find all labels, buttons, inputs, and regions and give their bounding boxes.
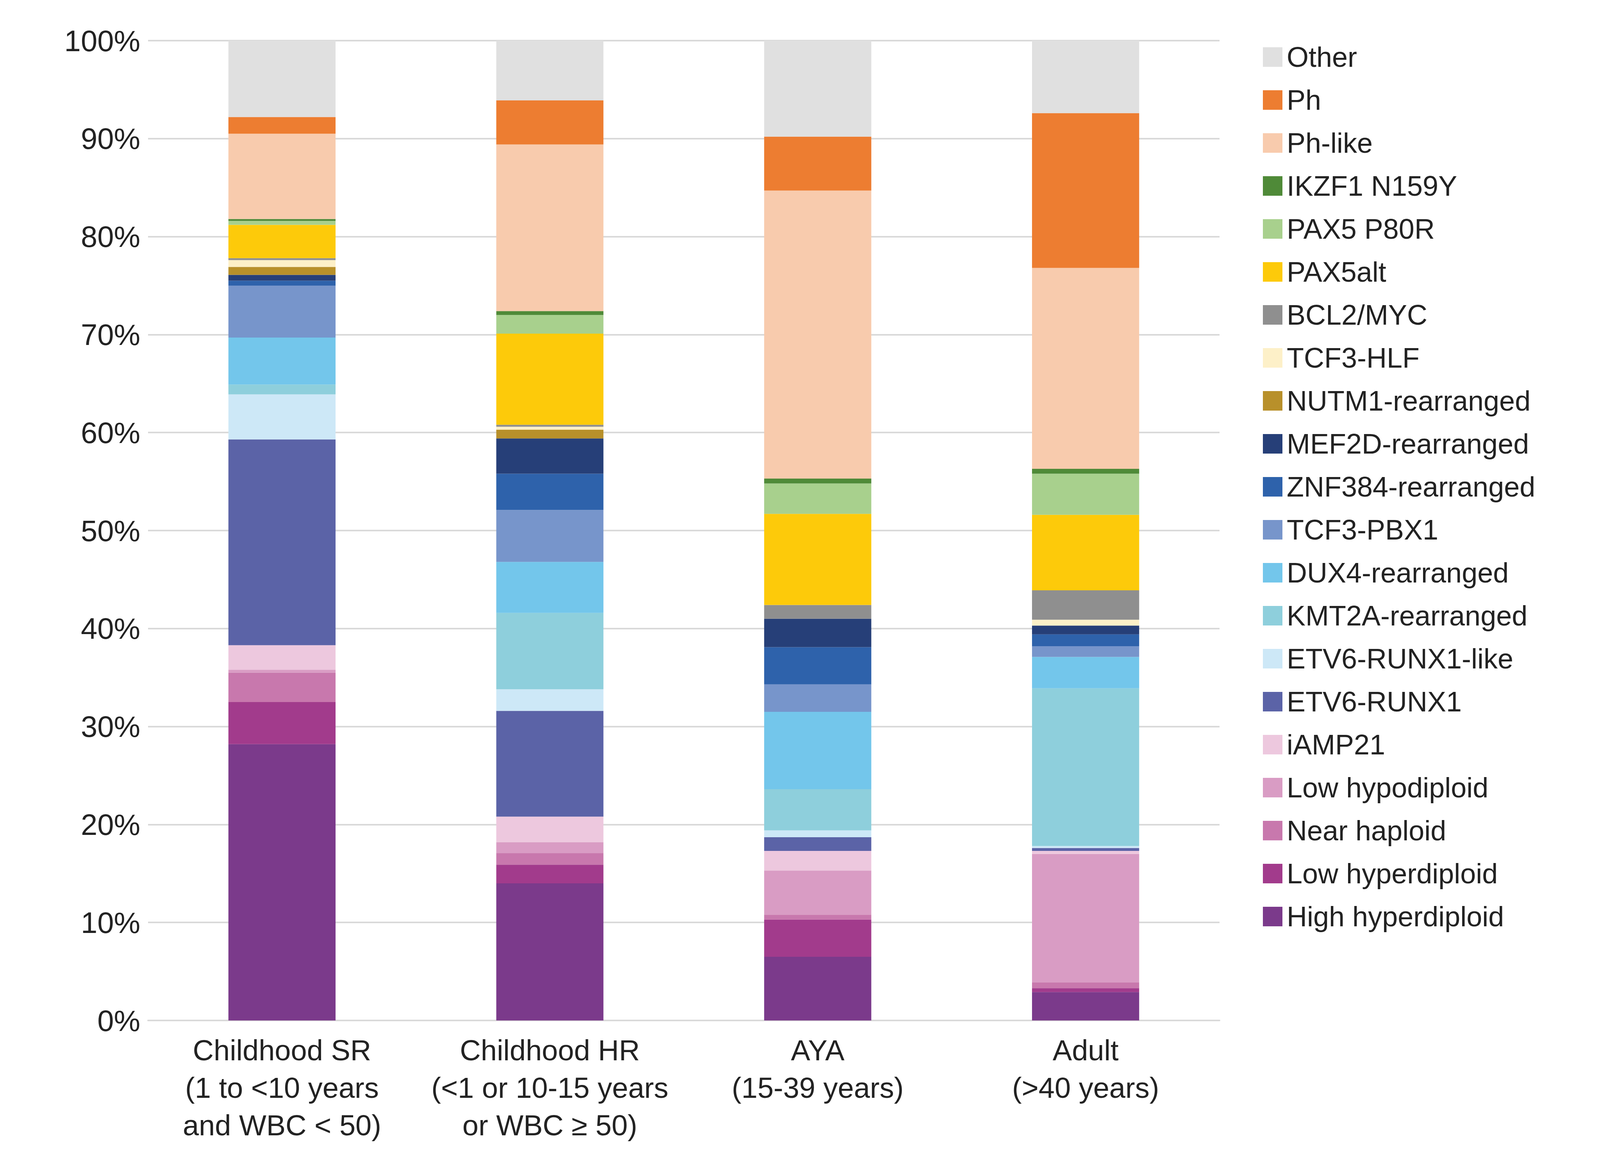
svg-text:0%: 0% [97,1003,141,1038]
svg-text:or WBC ≥ 50): or WBC ≥ 50) [462,1108,638,1142]
svg-text:ZNF384-rearranged: ZNF384-rearranged [1286,471,1536,503]
svg-text:(1 to <10 years: (1 to <10 years [185,1071,379,1104]
svg-text:AYA: AYA [791,1033,845,1067]
svg-text:BCL2/MYC: BCL2/MYC [1286,299,1428,331]
svg-text:60%: 60% [80,416,141,450]
svg-text:20%: 20% [80,807,141,842]
svg-text:Other: Other [1286,41,1358,73]
svg-text:TCF3-HLF: TCF3-HLF [1286,342,1420,374]
svg-text:Low hyperdiploid: Low hyperdiploid [1286,857,1498,890]
svg-text:Adult: Adult [1052,1033,1119,1067]
svg-text:DUX4-rearranged: DUX4-rearranged [1286,557,1509,589]
svg-text:(15-39 years): (15-39 years) [731,1071,904,1104]
svg-text:IKZF1 N159Y: IKZF1 N159Y [1286,170,1458,202]
svg-text:ETV6-RUNX1: ETV6-RUNX1 [1286,685,1462,718]
svg-text:High hyperdiploid: High hyperdiploid [1286,900,1504,933]
svg-text:30%: 30% [80,709,141,743]
svg-text:Childhood HR: Childhood HR [459,1033,640,1067]
svg-text:100%: 100% [64,24,141,58]
svg-text:(>40 years): (>40 years) [1012,1071,1159,1104]
svg-text:(<1 or 10-15 years: (<1 or 10-15 years [431,1071,669,1104]
svg-text:Ph: Ph [1286,84,1322,116]
svg-text:and WBC < 50): and WBC < 50) [182,1108,382,1142]
svg-text:Low hypodiploid: Low hypodiploid [1286,771,1489,804]
svg-text:KMT2A-rearranged: KMT2A-rearranged [1286,600,1528,632]
svg-text:PAX5 P80R: PAX5 P80R [1286,213,1435,245]
svg-text:Near haploid: Near haploid [1286,814,1447,847]
svg-text:70%: 70% [80,317,141,352]
svg-text:MEF2D-rearranged: MEF2D-rearranged [1286,428,1529,460]
svg-text:NUTM1-rearranged: NUTM1-rearranged [1286,385,1531,417]
svg-text:90%: 90% [80,121,141,156]
svg-text:50%: 50% [80,514,141,548]
svg-text:Childhood SR: Childhood SR [192,1033,372,1067]
svg-text:10%: 10% [80,905,141,940]
svg-text:80%: 80% [80,219,141,254]
svg-text:iAMP21: iAMP21 [1286,728,1386,761]
svg-text:TCF3-PBX1: TCF3-PBX1 [1286,514,1439,546]
svg-text:PAX5alt: PAX5alt [1286,256,1387,288]
svg-text:Ph-like: Ph-like [1286,127,1373,159]
svg-text:40%: 40% [80,611,141,645]
svg-text:ETV6-RUNX1-like: ETV6-RUNX1-like [1286,642,1514,675]
